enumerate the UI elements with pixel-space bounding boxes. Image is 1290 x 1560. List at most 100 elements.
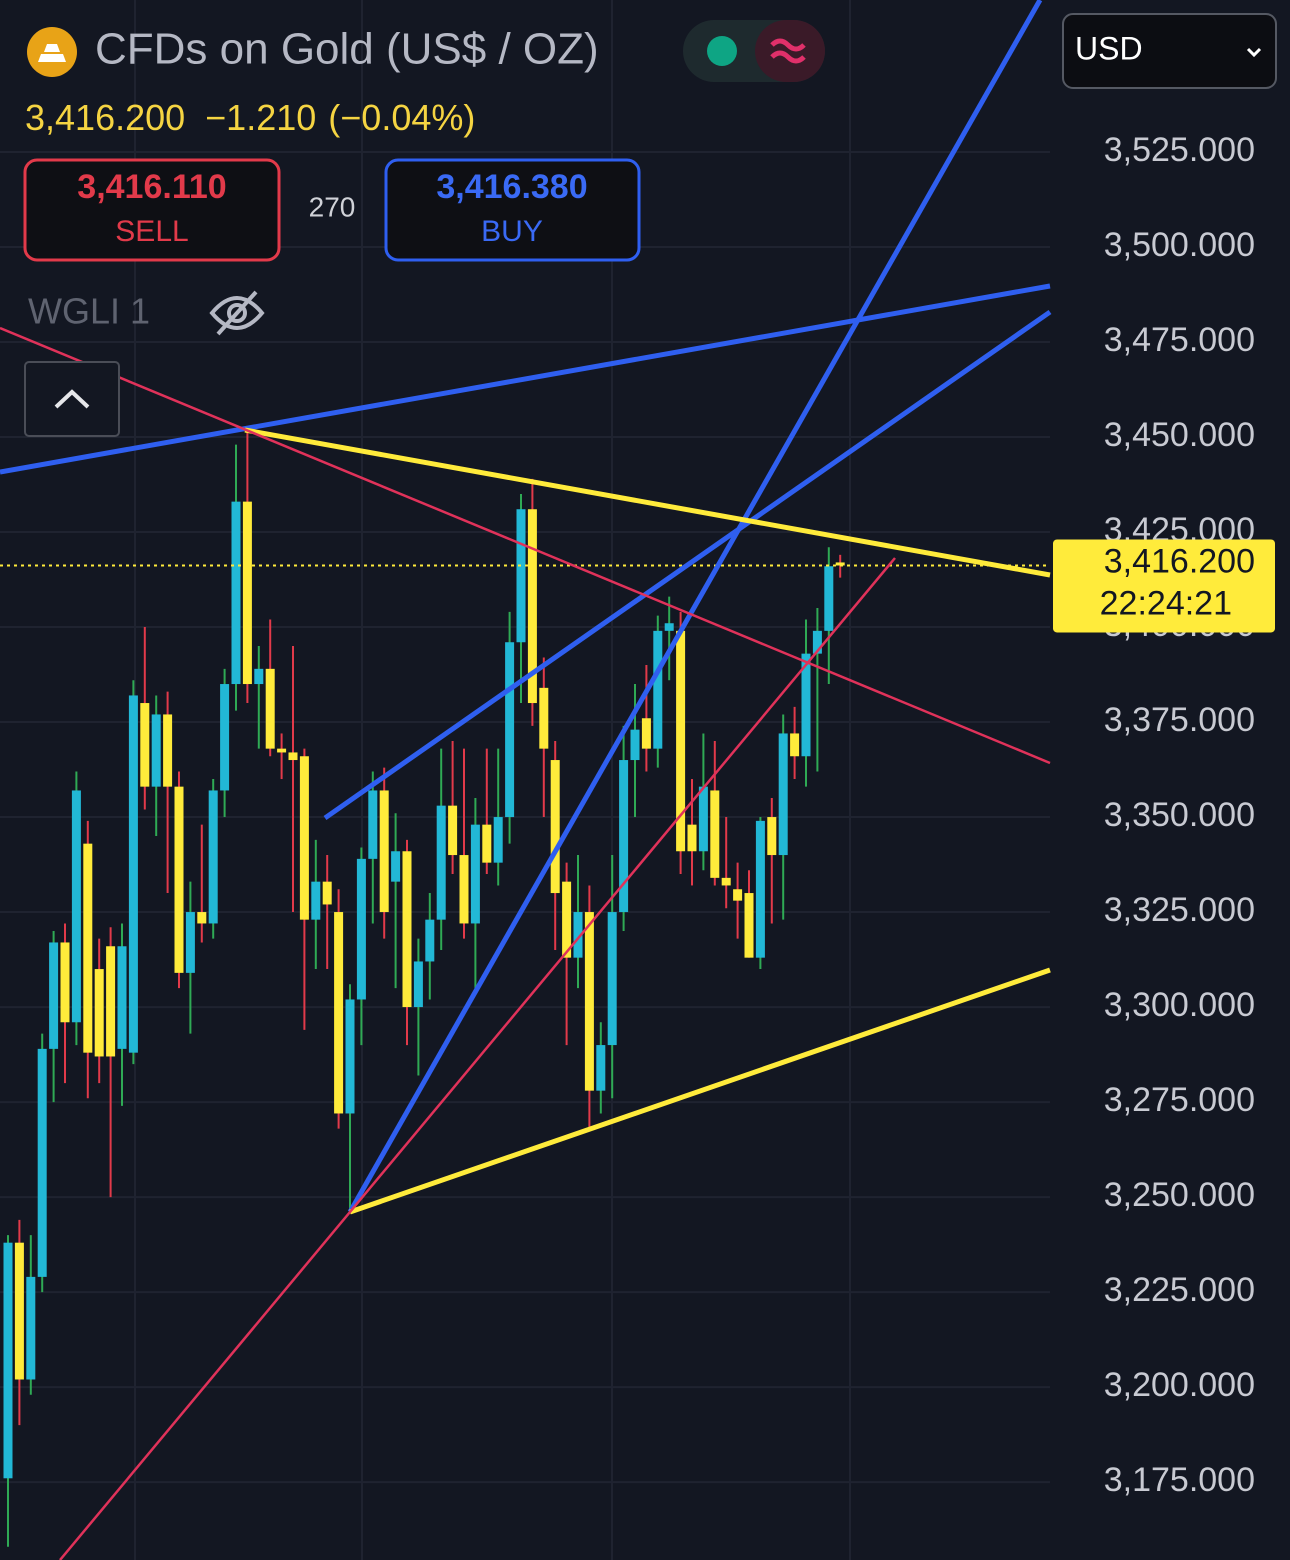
- trend-line: [0, 326, 1051, 765]
- candle-body: [368, 790, 378, 859]
- candles: [0, 429, 1050, 1547]
- candle-body: [277, 748, 287, 753]
- hide-icon[interactable]: [209, 290, 265, 336]
- candle-body: [242, 501, 252, 685]
- candle-body: [801, 653, 811, 757]
- last-price-label: 3,416.200: [1104, 542, 1255, 580]
- candle-body: [721, 877, 731, 886]
- candle-body: [425, 919, 435, 962]
- candle-body: [755, 820, 765, 958]
- candle-body: [778, 733, 788, 856]
- candle-body: [619, 760, 629, 913]
- trend-line: [349, 967, 1051, 1215]
- candle-body: [584, 912, 594, 1091]
- sell-button[interactable]: [23, 158, 281, 262]
- candle-body: [379, 790, 389, 913]
- y-tick-label: 3,225.000: [1104, 1271, 1255, 1309]
- candle-body: [641, 718, 651, 749]
- collapse-button[interactable]: [24, 361, 120, 437]
- y-tick-label: 3,250.000: [1104, 1176, 1255, 1214]
- sell-price: 3,416.110: [77, 168, 226, 206]
- candle-body: [562, 881, 572, 958]
- title: CFDs on Gold (US$ / OZ): [95, 25, 599, 74]
- candle-body: [493, 817, 503, 863]
- last-price-tag: [1053, 539, 1275, 633]
- countdown: 22:24:21: [1100, 584, 1232, 622]
- candle-body: [128, 695, 138, 1053]
- candle-body: [163, 714, 173, 787]
- currency: USD: [1075, 30, 1143, 66]
- candle-body: [299, 756, 309, 920]
- candle-body: [607, 912, 617, 1046]
- candle-body: [208, 790, 218, 924]
- spread: 270: [309, 191, 356, 222]
- candle-body: [835, 562, 845, 566]
- y-tick-label: 3,525.000: [1104, 131, 1255, 169]
- candle-body: [744, 893, 754, 958]
- trend-line: [244, 427, 1051, 578]
- chevron-up: [54, 389, 90, 409]
- candle-body: [653, 630, 663, 749]
- candle-body: [37, 1048, 47, 1277]
- y-tick-label: 3,375.000: [1104, 701, 1255, 739]
- status-dot: [707, 36, 737, 66]
- candle-body: [470, 824, 480, 924]
- y-axis: 3,175.000 3,200.000 3,225.000 3,250.000 3,27…: [1053, 131, 1275, 1499]
- candle-body: [345, 999, 355, 1114]
- slash: [216, 290, 258, 336]
- candle-body: [539, 687, 549, 749]
- change: −1.210: [205, 97, 316, 138]
- candle-body: [117, 946, 127, 1049]
- candle-body: [311, 881, 321, 920]
- status-icon: [770, 38, 806, 64]
- candle-body: [436, 805, 446, 920]
- buy-button[interactable]: [384, 158, 641, 262]
- sell-label: SELL: [115, 215, 188, 248]
- status-pill-right: [755, 20, 825, 82]
- candle-body: [254, 668, 264, 685]
- candle-body: [106, 946, 116, 1057]
- y-tick-label: 3,500.000: [1104, 226, 1255, 264]
- candle-body: [676, 630, 686, 852]
- candle-body: [812, 630, 822, 654]
- y-tick-label: 3,275.000: [1104, 1081, 1255, 1119]
- candle-body: [83, 843, 93, 1053]
- change-pct: (−0.04%): [328, 97, 475, 138]
- candle-body: [3, 1242, 13, 1479]
- price-line: 3,416.200 −1.210 (−0.04%): [25, 97, 475, 138]
- candle-body: [288, 752, 298, 761]
- candle-body: [516, 509, 526, 643]
- candle-body: [710, 790, 720, 878]
- trend-line: [0, 283, 1051, 475]
- drawings: [0, 0, 1052, 1560]
- candle-body: [265, 668, 275, 749]
- buy-price: 3,416.380: [436, 168, 587, 206]
- candle-body: [14, 1242, 24, 1380]
- candle-body: [824, 566, 834, 631]
- trend-line: [347, 0, 1043, 1214]
- candle-body: [448, 805, 458, 856]
- candle-body: [151, 714, 161, 787]
- candle-body: [220, 684, 230, 791]
- candle-body: [402, 851, 412, 1008]
- currency-select[interactable]: [1062, 13, 1277, 89]
- candle-body: [664, 623, 674, 631]
- candle-body: [698, 786, 708, 852]
- candle-body: [459, 855, 469, 924]
- candle-body: [140, 703, 150, 787]
- candle-body: [550, 760, 560, 894]
- candle-body: [60, 942, 70, 1023]
- indicator: WGLI 1: [28, 291, 150, 332]
- candle-body: [733, 889, 743, 901]
- candle-body: [482, 824, 492, 863]
- y-tick-label: 3,200.000: [1104, 1366, 1255, 1404]
- buy-label: BUY: [481, 215, 543, 248]
- candle-body: [94, 969, 104, 1057]
- chevron-down: [1246, 47, 1262, 58]
- candle-body: [26, 1276, 36, 1380]
- trend-line: [323, 309, 1052, 821]
- pupil: [227, 303, 247, 323]
- candle-body: [49, 942, 59, 1049]
